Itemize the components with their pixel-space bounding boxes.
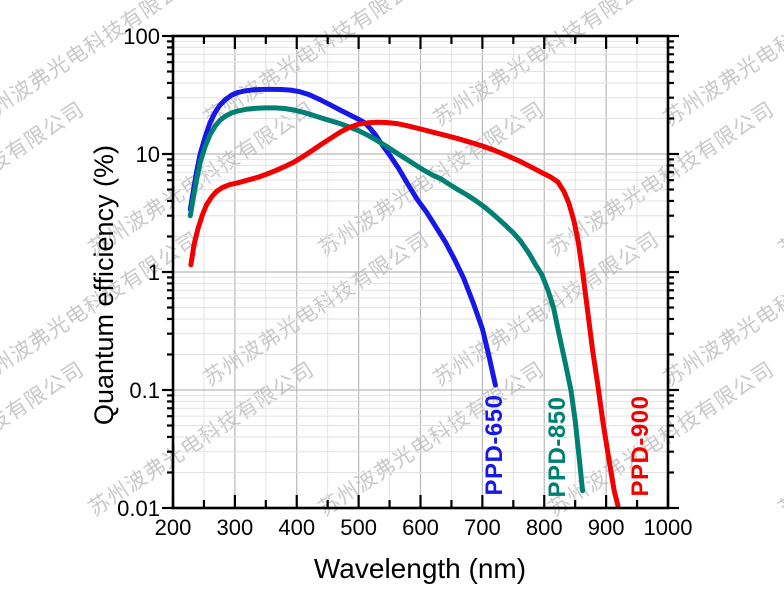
y-axis-title: Quantum efficiency (%) — [89, 144, 119, 426]
series-label-ppd-900: PPD-900 — [627, 395, 654, 497]
y-tick-label: 10 — [136, 142, 160, 167]
curve-ppd-850 — [187, 105, 586, 494]
x-tick-label: 400 — [278, 515, 315, 540]
y-tick-label: 1 — [148, 260, 160, 285]
x-tick-label: 1000 — [644, 515, 693, 540]
x-tick-label: 800 — [526, 515, 563, 540]
series-label-ppd-650: PPD-650 — [481, 394, 508, 496]
curve-ppd-650 — [187, 86, 498, 388]
y-tick-label: 0.1 — [129, 378, 160, 403]
x-tick-label: 600 — [402, 515, 439, 540]
x-tick-label: 200 — [155, 515, 192, 540]
x-axis-title: Wavelength (nm) — [313, 553, 527, 584]
x-tick-label: 900 — [588, 515, 625, 540]
series-label-ppd-850: PPD-850 — [544, 396, 571, 498]
x-tick-label: 700 — [464, 515, 501, 540]
x-tick-label: 500 — [340, 515, 377, 540]
x-tick-label: 300 — [217, 515, 254, 540]
y-tick-label: 0.01 — [117, 496, 160, 521]
y-tick-label: 100 — [123, 24, 160, 49]
curve-ppd-900 — [188, 119, 621, 508]
